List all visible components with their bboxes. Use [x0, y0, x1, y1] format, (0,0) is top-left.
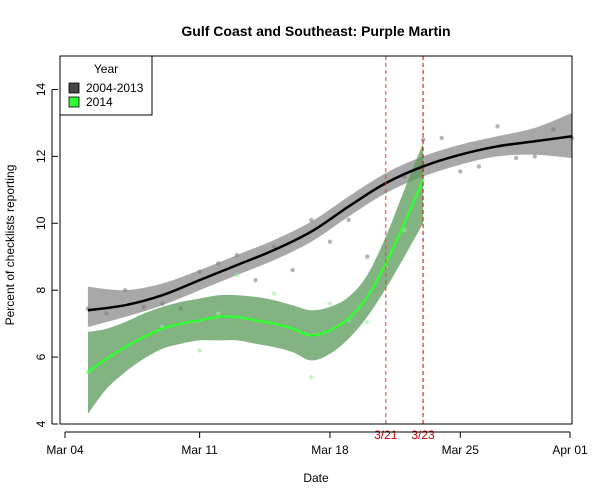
trend-lines [87, 135, 573, 374]
x-axis: Mar 04 Mar 11 Mar 18 Mar 25 Apr 01 [46, 431, 588, 457]
y-tick-label: 8 [34, 287, 48, 294]
annotation-label-3-23: 3/23 [411, 428, 435, 442]
point-2004-2013 [216, 261, 221, 266]
x-tick-label: Mar 18 [311, 443, 349, 457]
point-2004-2013 [290, 267, 295, 273]
point-2004-2013 [420, 137, 426, 142]
point-2014 [216, 311, 221, 316]
legend-title: Year [94, 62, 118, 76]
point-2004-2013 [178, 306, 184, 311]
line-2004-2013 [87, 135, 573, 312]
point-2004-2013 [160, 301, 165, 306]
point-2004-2013 [309, 217, 314, 223]
x-tick-label: Mar 04 [46, 443, 84, 457]
point-2004-2013 [513, 155, 519, 161]
point-2004-2013 [141, 304, 146, 310]
legend: Year 2004-2013 2014 [59, 55, 153, 116]
point-2004-2013 [495, 124, 500, 129]
point-2004-2013 [532, 154, 537, 159]
x-tick-label: Mar 25 [442, 443, 480, 457]
point-2004-2013 [197, 269, 202, 274]
point-2004-2013 [234, 252, 240, 258]
y-axis-label: Percent of checklists reporting [3, 165, 17, 326]
point-2004-2013 [253, 277, 258, 283]
point-2004-2013 [123, 288, 128, 293]
line-2014 [87, 179, 425, 374]
point-2014 [197, 348, 202, 353]
y-tick-label: 10 [34, 216, 48, 230]
x-tick-label: Mar 11 [181, 443, 218, 457]
point-2004-2013 [458, 169, 463, 174]
legend-swatch-2014 [68, 96, 80, 108]
point-2004-2013 [551, 127, 556, 132]
legend-label-2014: 2014 [86, 95, 113, 109]
legend-label-2004-2013: 2004-2013 [86, 81, 144, 95]
point-2004-2013 [271, 244, 277, 249]
y-axis: 4 6 8 10 12 14 [34, 82, 58, 427]
scatter-points [85, 124, 575, 380]
y-tick-label: 6 [34, 353, 48, 360]
x-tick-label: Apr 01 [552, 443, 588, 457]
point-2004-2013 [327, 239, 333, 244]
point-2014 [327, 301, 333, 306]
point-2014 [234, 272, 240, 278]
point-2014 [402, 227, 407, 233]
x-axis-label: Date [303, 471, 329, 485]
y-tick-label: 4 [34, 420, 48, 427]
confidence-bands [87, 112, 573, 414]
point-2004-2013 [365, 254, 370, 259]
y-tick-label: 14 [34, 82, 48, 96]
point-2004-2013 [439, 135, 444, 141]
point-2004-2013 [476, 164, 482, 169]
legend-swatch-2004-2013 [68, 82, 80, 94]
annotation-label-3-21: 3/21 [374, 428, 398, 442]
point-2014 [271, 291, 277, 296]
plot-frame [59, 55, 573, 425]
point-2004-2013 [346, 217, 351, 223]
point-2004-2013 [104, 311, 109, 316]
y-tick-label: 12 [34, 149, 48, 163]
band-2014 [87, 143, 424, 414]
chart-title: Gulf Coast and Southeast: Purple Martin [181, 23, 450, 39]
point-2014 [309, 375, 314, 380]
point-2014 [365, 319, 370, 325]
